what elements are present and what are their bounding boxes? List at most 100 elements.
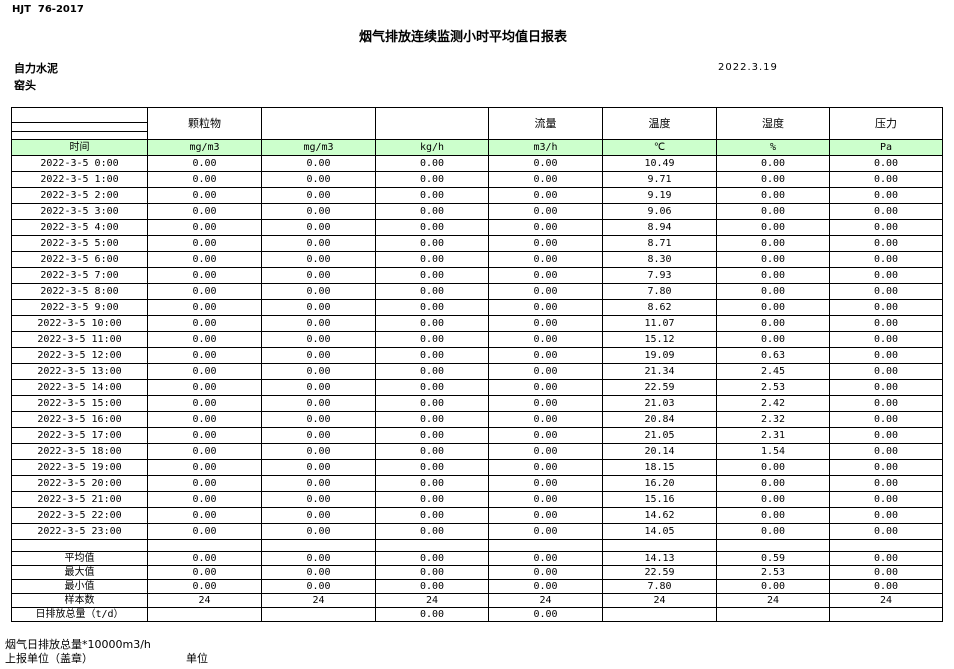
cell: 压力 — [829, 107, 943, 140]
cell: 0.00 — [488, 507, 603, 524]
cell: 0.00 — [261, 459, 376, 476]
cell: 0.00 — [261, 523, 376, 540]
cell: 0.00 — [488, 235, 603, 252]
cell: 0.00 — [488, 411, 603, 428]
cell: % — [716, 139, 830, 156]
cell: 0.00 — [488, 315, 603, 332]
cell: 平均值 — [11, 551, 148, 566]
cell: 0.00 — [147, 523, 262, 540]
data-row: 2022-3-5 23:00 0.00 0.00 0.00 0.00 14.05 0.00 0… — [11, 523, 943, 540]
cell: 0.00 — [261, 219, 376, 236]
cell: 0.00 — [147, 331, 262, 348]
cell: 0.00 — [829, 363, 943, 380]
data-row: 2022-3-5 11:00 0.00 0.00 0.00 0.00 15.12 0.00 0… — [11, 331, 943, 348]
cell: 0.00 — [261, 507, 376, 524]
summary-row: 最小值 0.00 0.00 0.00 0.00 7.80 0.00 0.00 — [11, 579, 943, 594]
cell: 湿度 — [716, 107, 830, 140]
cell — [261, 539, 376, 552]
report-title: 烟气排放连续监测小时平均值日报表 — [358, 30, 567, 45]
cell: 0.00 — [488, 459, 603, 476]
cell: 2.31 — [716, 427, 830, 444]
cell: 2022-3-5 17:00 — [11, 427, 148, 444]
cell: 2022-3-5 4:00 — [11, 219, 148, 236]
cell: m3/h — [488, 139, 603, 156]
cell: 0.00 — [147, 427, 262, 444]
cell: 2022-3-5 12:00 — [11, 347, 148, 364]
cell: 8.94 — [602, 219, 717, 236]
cell: 0.00 — [488, 299, 603, 316]
reporting-unit: 上报单位（盖章） — [5, 652, 93, 665]
cell — [375, 107, 489, 140]
cell: 2022-3-5 6:00 — [11, 251, 148, 268]
data-row: 2022-3-5 4:00 0.00 0.00 0.00 0.00 8.94 0.00 0.0… — [11, 219, 943, 236]
data-row: 2022-3-5 14:00 0.00 0.00 0.00 0.00 22.59 2.53 0… — [11, 379, 943, 396]
data-row: 2022-3-5 8:00 0.00 0.00 0.00 0.00 7.80 0.00 0.0… — [11, 283, 943, 300]
cell: 0.00 — [147, 203, 262, 220]
cell: 0.00 — [147, 411, 262, 428]
cell: 0.00 — [716, 219, 830, 236]
cell: 0.00 — [829, 443, 943, 460]
cell: 0.00 — [488, 395, 603, 412]
cell: 0.00 — [261, 411, 376, 428]
cell: 0.00 — [829, 523, 943, 540]
cell: 18.15 — [602, 459, 717, 476]
cell: 0.00 — [375, 565, 489, 580]
cell: 0.00 — [488, 491, 603, 508]
cell: 20.84 — [602, 411, 717, 428]
cell: 21.05 — [602, 427, 717, 444]
cell: 2022-3-5 23:00 — [11, 523, 148, 540]
cell: 0.00 — [147, 187, 262, 204]
cell: 0.00 — [716, 203, 830, 220]
emission-note: 烟气日排放总量*10000m3/h — [5, 638, 151, 651]
cell: 0.00 — [488, 475, 603, 492]
cell: 0.00 — [147, 235, 262, 252]
cell: 2022-3-5 14:00 — [11, 379, 148, 396]
cell: 0.00 — [261, 491, 376, 508]
cell: 0.00 — [375, 331, 489, 348]
cell: 0.00 — [375, 219, 489, 236]
cell: 10.49 — [602, 155, 717, 172]
cell: 0.00 — [261, 475, 376, 492]
cell: kg/h — [375, 139, 489, 156]
cell: 7.80 — [602, 283, 717, 300]
cell: 温度 — [602, 107, 717, 140]
location: 窑头 — [14, 79, 36, 92]
cell: 0.00 — [488, 283, 603, 300]
data-row: 2022-3-5 10:00 0.00 0.00 0.00 0.00 11.07 0.00 0… — [11, 315, 943, 332]
cell: 2022-3-5 22:00 — [11, 507, 148, 524]
summary-row: 平均值 0.00 0.00 0.00 0.00 14.13 0.59 0.00 — [11, 551, 943, 566]
cell: 2022-3-5 10:00 — [11, 315, 148, 332]
cell: 8.30 — [602, 251, 717, 268]
cell — [602, 607, 717, 622]
cell: 0.00 — [261, 427, 376, 444]
cell — [11, 107, 148, 140]
cell: 0.00 — [147, 219, 262, 236]
inner-line — [12, 122, 147, 123]
cell — [716, 607, 830, 622]
cell: 0.00 — [716, 491, 830, 508]
cell: 0.00 — [261, 235, 376, 252]
cell: 0.00 — [829, 155, 943, 172]
cell: 14.13 — [602, 551, 717, 566]
cell: 2.45 — [716, 363, 830, 380]
cell: 0.00 — [829, 251, 943, 268]
cell: 0.00 — [716, 299, 830, 316]
data-row: 2022-3-5 12:00 0.00 0.00 0.00 0.00 19.09 0.63 0… — [11, 347, 943, 364]
cell: 0.00 — [261, 267, 376, 284]
cell: 0.00 — [488, 203, 603, 220]
cell: 2.42 — [716, 395, 830, 412]
cell — [716, 539, 830, 552]
cell: 2022-3-5 21:00 — [11, 491, 148, 508]
cell: 0.00 — [829, 219, 943, 236]
cell: 0.00 — [147, 283, 262, 300]
cell: 0.00 — [375, 155, 489, 172]
inner-line — [12, 131, 147, 132]
cell: 0.00 — [488, 331, 603, 348]
cell: 0.00 — [261, 551, 376, 566]
cell: 时间 — [11, 139, 148, 156]
cell: 0.00 — [829, 299, 943, 316]
cell: 0.00 — [261, 443, 376, 460]
cell — [829, 607, 943, 622]
cell: 0.00 — [716, 459, 830, 476]
